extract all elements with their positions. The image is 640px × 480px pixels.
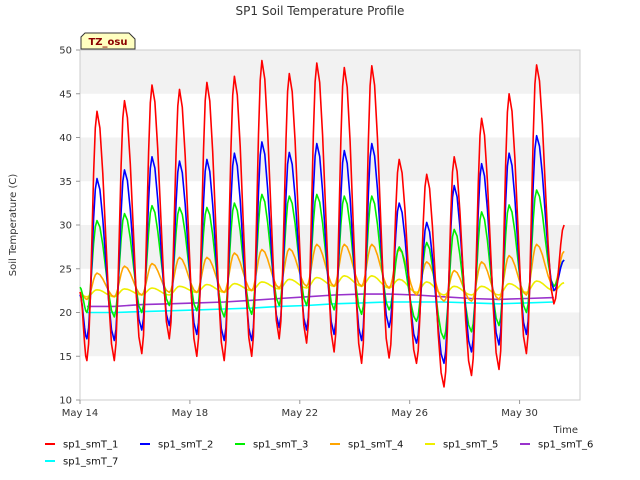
legend-label: sp1_smT_4	[348, 440, 403, 451]
grid-band	[80, 50, 580, 94]
x-tick-label: May 22	[281, 408, 318, 419]
chart-title: SP1 Soil Temperature Profile	[236, 4, 405, 18]
series-line-sp1_smT_2	[79, 134, 565, 365]
x-axis-ticks: May 14 May 18 May 22 May 26 May 30	[62, 400, 538, 419]
y-tick-label: 45	[59, 89, 72, 100]
grid-band	[80, 356, 580, 400]
series-lines	[79, 59, 565, 388]
y-tick-label: 10	[59, 396, 72, 407]
tz-badge-box	[80, 32, 136, 50]
series-line-sp1_smT_3	[79, 189, 565, 340]
plot-background	[80, 50, 580, 400]
y-axis-label: Soil Temperature (C)	[8, 174, 19, 277]
y-tick-label: 30	[59, 221, 72, 232]
series-line-sp1_smT_5	[79, 275, 565, 298]
grid-band	[80, 93, 580, 138]
series-line-sp1_smT_7	[86, 301, 554, 314]
series-line-sp1_smT_4	[79, 243, 565, 302]
legend-label: sp1_smT_5	[443, 440, 498, 451]
legend: sp1_smT_1 sp1_smT_2 sp1_smT_3 sp1_smT_4 sp1_…	[45, 440, 593, 468]
x-tick-label: May 18	[172, 408, 209, 419]
tz-badge-label: TZ_osu	[88, 37, 127, 48]
x-tick-label: May 14	[62, 408, 99, 419]
legend-label: sp1_smT_7	[63, 457, 118, 468]
grid-band	[80, 181, 580, 225]
y-tick-label: 15	[59, 352, 72, 363]
legend-label: sp1_smT_2	[158, 440, 213, 451]
y-tick-label: 35	[59, 177, 72, 188]
legend-label: sp1_smT_6	[538, 440, 593, 451]
y-tick-label: 50	[59, 46, 72, 57]
series-line-sp1_smT_1	[79, 59, 565, 388]
x-axis-label: Time	[553, 425, 578, 436]
y-axis-ticks: 10 15 20 25 30 35 40 45 50	[59, 46, 80, 407]
legend-label: sp1_smT_1	[63, 440, 118, 451]
y-tick-label: 40	[59, 133, 72, 144]
grid-band	[80, 137, 580, 182]
x-tick-label: May 26	[391, 408, 428, 419]
y-tick-label: 25	[59, 264, 72, 275]
y-tick-label: 20	[59, 308, 72, 319]
x-tick-label: May 30	[501, 408, 538, 419]
tz-badge: TZ_osu	[80, 32, 136, 50]
legend-label: sp1_smT_3	[253, 440, 308, 451]
